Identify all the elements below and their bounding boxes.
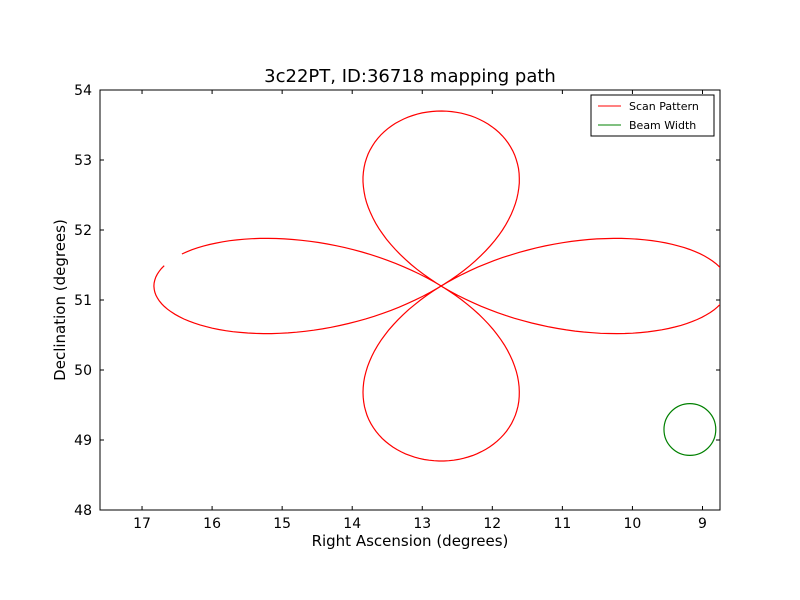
- x-tick-label: 9: [698, 516, 707, 532]
- y-axis-label: Declination (degrees): [51, 219, 69, 381]
- y-tick-label: 51: [74, 293, 92, 309]
- series-layer: [153, 110, 720, 462]
- x-tick-label: 11: [553, 516, 571, 532]
- y-tick-label: 52: [74, 223, 92, 239]
- chart-title: 3c22PT, ID:36718 mapping path: [264, 66, 556, 87]
- beam-width-circle: [663, 403, 717, 457]
- x-tick-label: 16: [203, 516, 221, 532]
- plot-frame: [99, 89, 721, 511]
- x-axis-label: Right Ascension (degrees): [312, 532, 509, 550]
- legend: Scan Pattern Beam Width: [590, 94, 715, 137]
- legend-label-beam-width: Beam Width: [629, 119, 696, 132]
- y-tick-label: 48: [74, 503, 92, 519]
- x-tick-label: 17: [133, 516, 151, 532]
- x-tick-label: 14: [343, 516, 361, 532]
- tick-layer: 17 16 15 14 13 12 11 10 9 48 49 50 51 52 53 54: [74, 83, 720, 532]
- y-tick-label: 50: [74, 363, 92, 379]
- legend-box: [590, 94, 715, 137]
- y-tick-label: 54: [74, 83, 92, 99]
- x-tick-label: 13: [413, 516, 431, 532]
- plot-area: 17 16 15 14 13 12 11 10 9 48 49 50 51 52 53 54: [74, 83, 721, 532]
- x-tick-label: 15: [273, 516, 291, 532]
- x-tick-label: 10: [624, 516, 642, 532]
- legend-label-scan-pattern: Scan Pattern: [629, 100, 699, 113]
- x-tick-label: 12: [483, 516, 501, 532]
- y-tick-label: 49: [74, 433, 92, 449]
- y-tick-label: 53: [74, 153, 92, 169]
- scan-pattern-line: [153, 110, 720, 462]
